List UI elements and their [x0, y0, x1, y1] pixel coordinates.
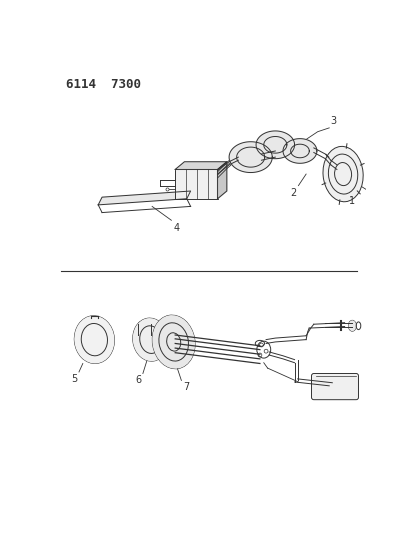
Text: 2: 2	[290, 188, 297, 198]
Polygon shape	[283, 139, 317, 163]
Ellipse shape	[74, 316, 114, 364]
Text: 7: 7	[183, 382, 189, 392]
FancyBboxPatch shape	[312, 374, 359, 400]
Polygon shape	[256, 131, 295, 159]
Ellipse shape	[138, 321, 151, 327]
Text: 4: 4	[174, 223, 180, 233]
FancyBboxPatch shape	[175, 169, 217, 199]
Polygon shape	[98, 191, 191, 205]
Text: 6: 6	[135, 375, 141, 385]
Polygon shape	[229, 142, 272, 173]
Ellipse shape	[152, 315, 195, 369]
Ellipse shape	[133, 318, 169, 361]
Ellipse shape	[323, 147, 363, 201]
Text: 5: 5	[71, 374, 78, 384]
Polygon shape	[175, 161, 227, 169]
Text: 1: 1	[348, 196, 355, 206]
Ellipse shape	[348, 320, 356, 331]
Polygon shape	[217, 161, 227, 199]
Text: 3: 3	[331, 116, 337, 126]
Text: 6114  7300: 6114 7300	[66, 78, 141, 91]
